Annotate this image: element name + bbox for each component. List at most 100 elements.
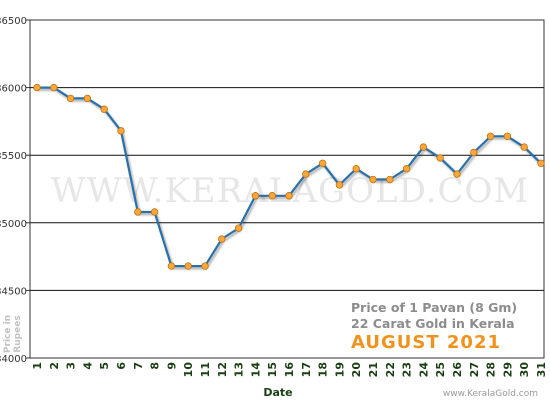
x-tick-group: 16 — [283, 362, 296, 378]
x-tick-label: 27 — [468, 362, 481, 377]
x-tick-group: 31 — [535, 362, 548, 377]
x-tick-group: 20 — [350, 362, 363, 378]
data-point — [234, 224, 243, 232]
data-point — [50, 83, 58, 92]
x-tick-label: 7 — [132, 362, 145, 370]
y-axis-label-line-2: Rupees — [13, 315, 23, 352]
x-tick-group: 24 — [417, 362, 430, 378]
data-point — [66, 94, 75, 103]
x-tick-label: 17 — [300, 362, 313, 377]
x-tick-label: 26 — [451, 362, 464, 378]
data-point — [117, 127, 125, 135]
plot-area — [29, 19, 545, 359]
x-tick-group: 18 — [317, 362, 330, 377]
x-tick-group: 9 — [165, 362, 178, 370]
data-point — [503, 132, 512, 140]
data-point — [402, 165, 411, 173]
x-tick-label: 11 — [199, 362, 212, 377]
x-tick-label: 9 — [165, 362, 178, 370]
data-point — [201, 262, 209, 270]
x-tick-label: 24 — [417, 362, 430, 378]
x-tick-label: 20 — [350, 362, 363, 378]
data-point — [470, 148, 478, 157]
y-tick-label: 36500 — [0, 16, 27, 27]
x-tick-group: 6 — [115, 362, 128, 370]
price-series — [33, 83, 545, 270]
x-tick-label: 21 — [367, 362, 380, 377]
data-point — [386, 175, 394, 184]
y-tick-label: 35500 — [0, 151, 27, 162]
x-tick-group: 19 — [333, 362, 346, 377]
x-tick-label: 31 — [535, 362, 548, 377]
x-tick-group: 8 — [149, 362, 162, 370]
x-tick-group: 4 — [81, 362, 94, 370]
x-tick-label: 1 — [31, 362, 44, 370]
x-tick-label: 16 — [283, 362, 296, 378]
data-point — [318, 159, 327, 168]
data-point — [302, 170, 310, 178]
x-tick-group: 3 — [65, 362, 78, 370]
data-point — [218, 235, 226, 243]
x-tick-label: 19 — [333, 362, 346, 377]
x-tick-group: 12 — [216, 362, 229, 377]
x-tick-label: 28 — [485, 362, 498, 377]
chart-title-line-1: Price of 1 Pavan (8 Gm) — [351, 300, 517, 315]
x-tick-label: 3 — [65, 362, 78, 370]
x-tick-group: 5 — [98, 362, 111, 370]
data-point — [453, 170, 461, 178]
data-point — [285, 192, 293, 200]
x-tick-label: 5 — [98, 362, 111, 370]
x-tick-group: 1 — [31, 362, 44, 370]
x-tick-label: 13 — [233, 362, 246, 377]
x-tick-group: 25 — [434, 362, 447, 377]
data-point — [150, 208, 159, 216]
data-point — [251, 192, 260, 200]
data-point — [486, 132, 495, 140]
x-tick-group: 7 — [132, 362, 145, 370]
x-tick-label: 22 — [384, 362, 397, 377]
x-tick-group: 27 — [468, 362, 481, 377]
y-tick-label: 35000 — [0, 219, 27, 230]
x-axis-label: Date — [263, 386, 292, 399]
x-tick-label: 25 — [434, 362, 447, 377]
x-axis-ticks: 1 2 3 4 5 6 7 8 9 10 11 12 13 14 15 16 17 18 19 20 21 22 23 24 2… — [31, 362, 548, 378]
x-tick-label: 29 — [501, 362, 514, 377]
data-point — [268, 192, 276, 200]
x-tick-group: 28 — [485, 362, 498, 377]
x-tick-group: 17 — [300, 362, 313, 377]
data-point — [83, 94, 92, 103]
data-point — [419, 143, 428, 151]
y-tick-label: 34500 — [0, 286, 27, 297]
data-point — [520, 143, 528, 151]
x-tick-label: 6 — [115, 362, 128, 370]
data-point — [134, 208, 142, 216]
x-tick-group: 29 — [501, 362, 514, 377]
x-tick-group: 23 — [401, 362, 414, 377]
x-tick-label: 10 — [182, 362, 195, 378]
x-tick-group: 21 — [367, 362, 380, 377]
x-tick-label: 18 — [317, 362, 330, 377]
x-tick-group: 2 — [48, 362, 61, 370]
x-tick-label: 12 — [216, 362, 229, 377]
data-point — [167, 262, 176, 270]
x-tick-label: 23 — [401, 362, 414, 377]
data-point — [33, 83, 41, 92]
chart-title-line-2: 22 Carat Gold in Kerala — [351, 316, 515, 331]
data-point — [352, 165, 360, 173]
grid-lines — [30, 87, 544, 291]
x-tick-label: 30 — [518, 362, 531, 378]
x-tick-group: 15 — [266, 362, 279, 377]
x-tick-group: 13 — [233, 362, 246, 377]
x-tick-label: 4 — [81, 362, 94, 370]
data-point — [100, 105, 108, 113]
month-title: AUGUST 2021 — [351, 332, 501, 353]
x-tick-group: 26 — [451, 362, 464, 378]
x-tick-group: 30 — [518, 362, 531, 378]
data-point — [335, 181, 344, 189]
x-tick-group: 10 — [182, 362, 195, 378]
data-point — [436, 154, 444, 162]
data-point — [537, 159, 545, 168]
y-axis-label-line-1: Price in — [3, 315, 13, 353]
x-tick-group: 22 — [384, 362, 397, 377]
